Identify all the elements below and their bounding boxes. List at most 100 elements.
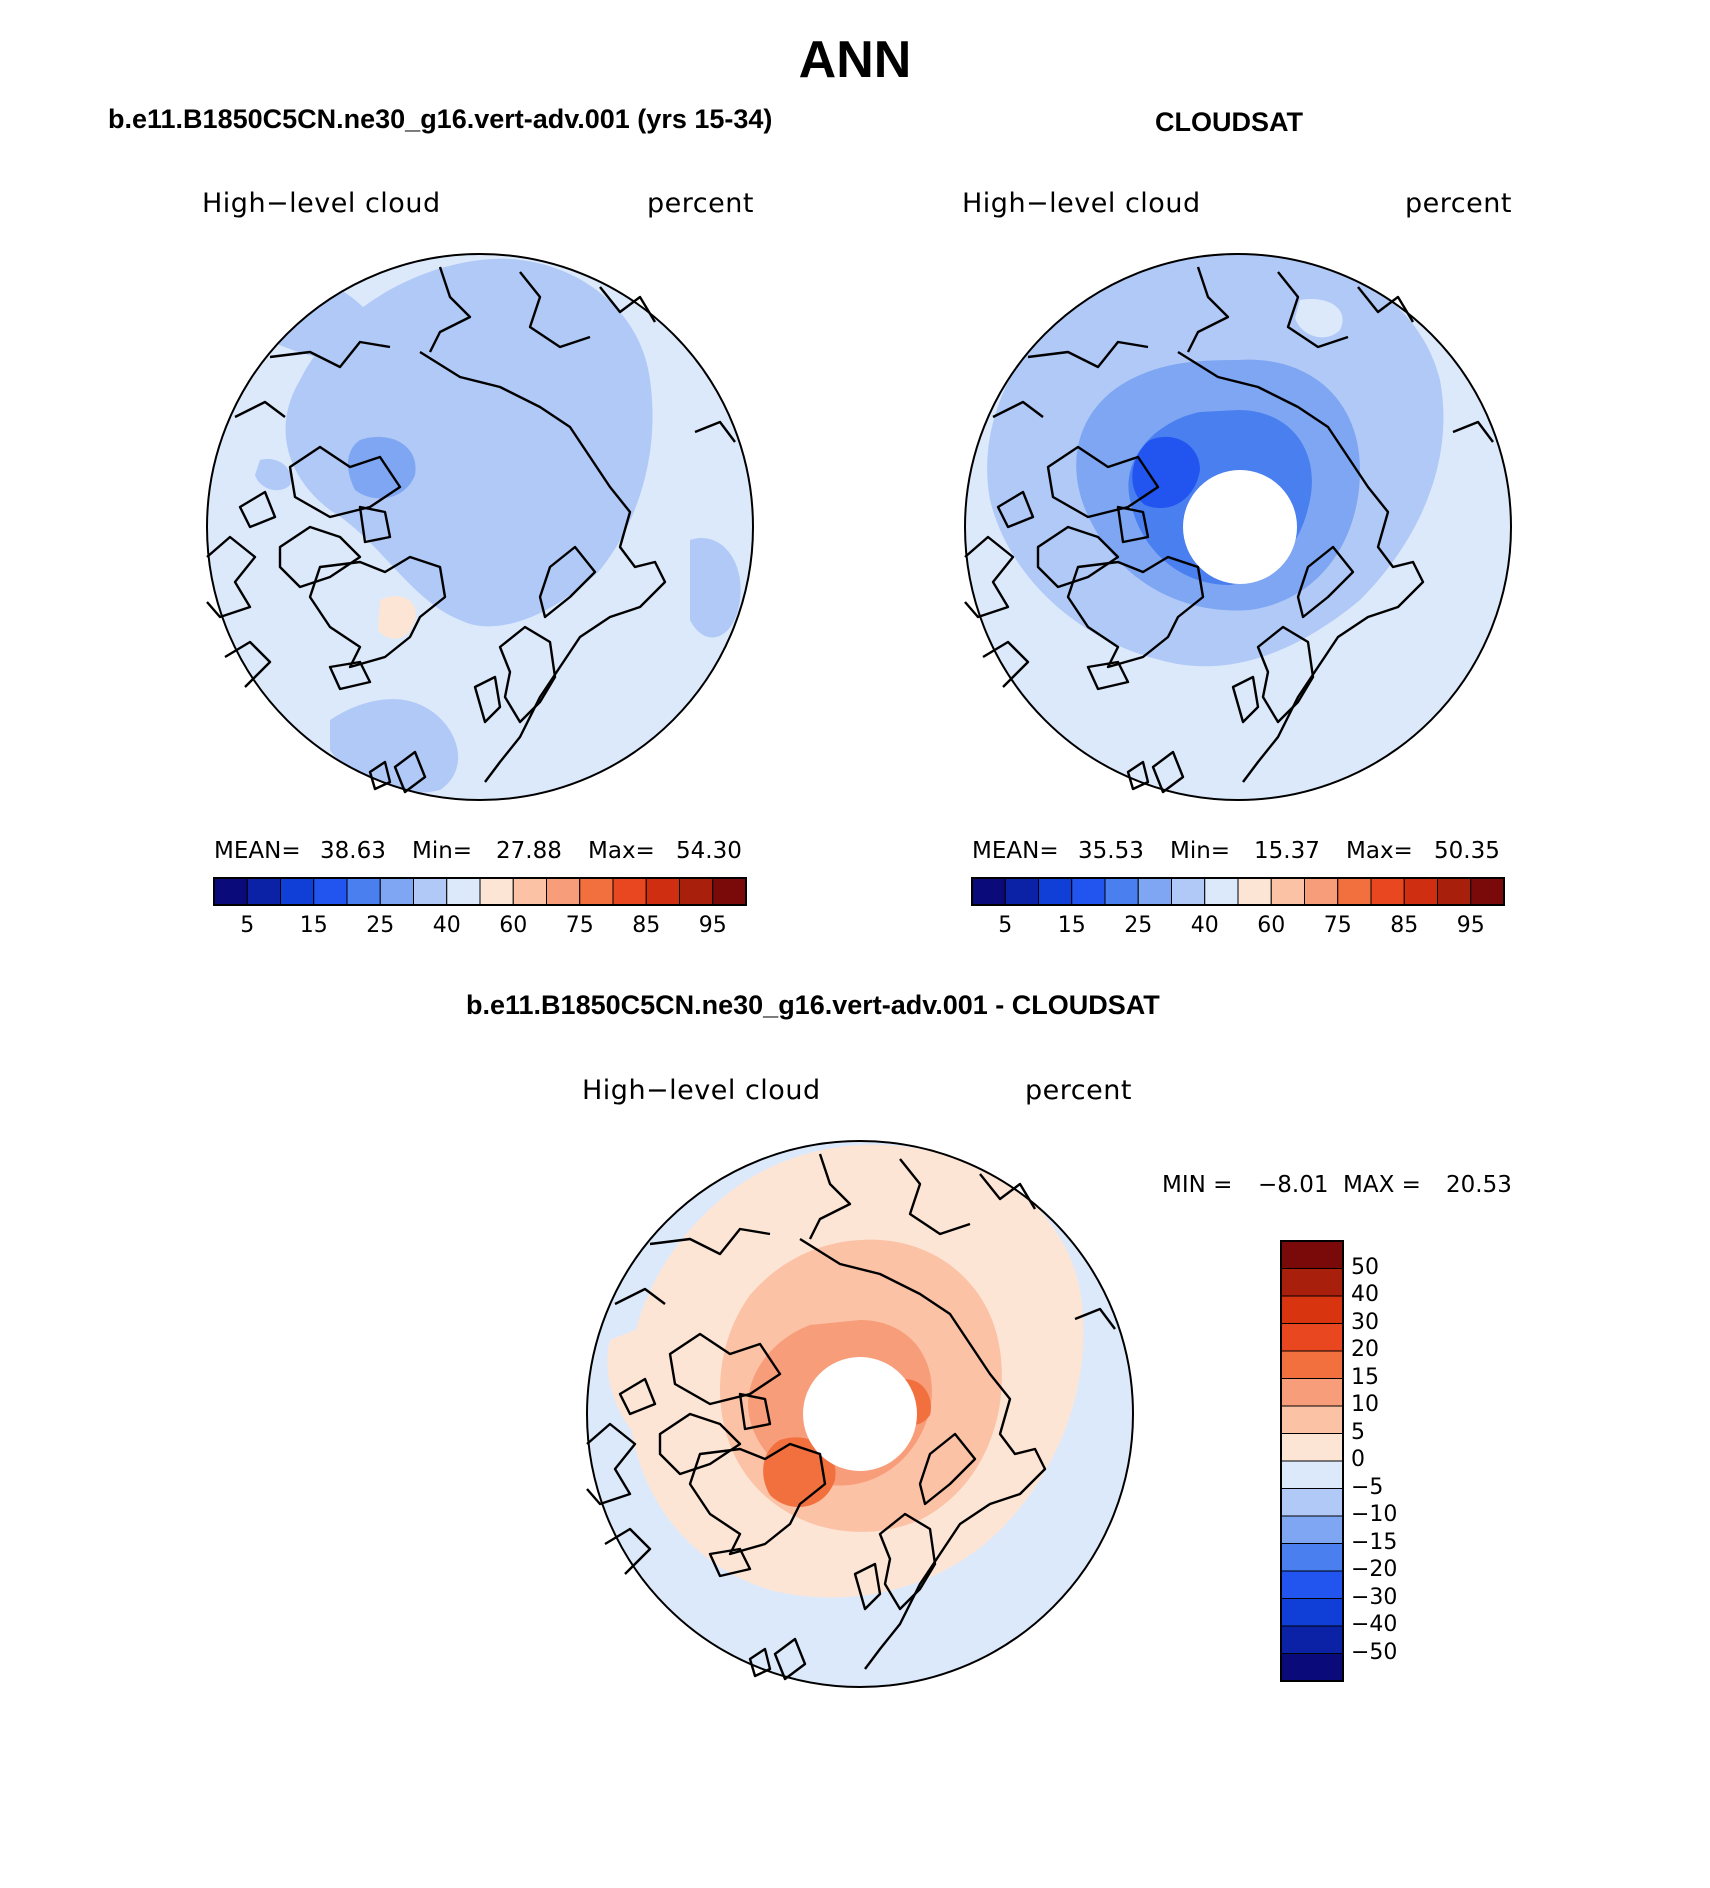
panel1-colorbar-swatch: [579, 877, 614, 906]
panel2-min-label: Min=: [1170, 838, 1231, 864]
panel2-colorbar-swatch: [971, 877, 1006, 906]
panel1-colorbar-swatch: [213, 877, 248, 906]
diff-colorbar-tick-label: −50: [1351, 1639, 1398, 1665]
diff-min-value: −8.01: [1258, 1172, 1329, 1198]
diff-colorbar-swatch: [1280, 1378, 1344, 1407]
panel2-units-label: percent: [1405, 188, 1512, 219]
panel1-map: [205, 253, 754, 801]
panel1-colorbar-swatch: [346, 877, 381, 906]
diff-min-label: MIN =: [1162, 1172, 1233, 1198]
panel1-colorbar-tick-label: 95: [698, 913, 727, 938]
diff-max-value: 20.53: [1446, 1172, 1512, 1198]
panel1-colorbar-swatch: [379, 877, 414, 906]
panel2-min-value: 15.37: [1254, 838, 1320, 864]
diff-colorbar-tick-label: 40: [1351, 1282, 1379, 1307]
panel2-colorbar-tick-label: 95: [1456, 913, 1485, 938]
panel1-colorbar-swatch: [479, 877, 514, 906]
panel2-mean-label: MEAN=: [972, 838, 1059, 864]
panel2-max-label: Max=: [1346, 838, 1413, 864]
panel2-colorbar: [971, 877, 1505, 906]
diff-colorbar-swatch: [1280, 1295, 1344, 1324]
panel1-colorbar-swatch: [712, 877, 747, 906]
panel2-colorbar-swatch: [1137, 877, 1172, 906]
diff-colorbar-tick-label: 20: [1351, 1337, 1379, 1362]
panel2-colorbar-tick-label: 60: [1257, 913, 1286, 938]
panel2-max-value: 50.35: [1434, 838, 1500, 864]
diff-colorbar-tick-label: 5: [1351, 1419, 1365, 1445]
panel2-case-title: CLOUDSAT: [1155, 107, 1303, 137]
diff-colorbar-swatch: [1280, 1323, 1344, 1352]
panel1-colorbar-swatch: [679, 877, 714, 906]
diff-colorbar-swatch: [1280, 1350, 1344, 1379]
panel1-case-title: b.e11.B1850C5CN.ne30_g16.vert-adv.001 (y…: [108, 104, 773, 134]
panel1-colorbar-tick-label: 85: [632, 913, 661, 938]
panel2-colorbar-swatch: [1171, 877, 1206, 906]
panel2-colorbar-swatch: [1237, 877, 1272, 906]
panel1-colorbar-swatch: [446, 877, 481, 906]
panel1-colorbar-swatch: [246, 877, 281, 906]
panel2-colorbar-swatch: [1071, 877, 1106, 906]
diff-colorbar-tick-label: −10: [1351, 1502, 1398, 1527]
diff-colorbar-tick-label: −30: [1351, 1584, 1398, 1610]
panel1-colorbar-swatch: [280, 877, 315, 906]
diff-colorbar-tick-label: 10: [1351, 1392, 1379, 1417]
diff-colorbar-swatch: [1280, 1570, 1344, 1599]
diff-colorbar-tick-label: 30: [1351, 1309, 1379, 1335]
panel1-colorbar-swatch: [645, 877, 680, 906]
panel1-colorbar: [213, 877, 747, 906]
diff-map: [585, 1140, 1134, 1688]
panel2-colorbar-swatch: [1038, 877, 1073, 906]
diff-colorbar-tick-label: 0: [1351, 1447, 1365, 1472]
panel2-colorbar-swatch: [1370, 877, 1405, 906]
diff-colorbar-swatch: [1280, 1433, 1344, 1462]
panel2-colorbar-tick-label: 15: [1057, 913, 1086, 938]
panel1-mean-label: MEAN=: [214, 838, 301, 864]
panel2-colorbar-tick-label: 85: [1390, 913, 1419, 938]
diff-colorbar-tick-label: −20: [1351, 1557, 1398, 1582]
panel2-colorbar-swatch: [1270, 877, 1305, 906]
panel1-max-value: 54.30: [676, 838, 742, 864]
panel1-colorbar-swatch: [546, 877, 581, 906]
diff-colorbar-swatch: [1280, 1460, 1344, 1489]
panel2-colorbar-tick-label: 25: [1124, 913, 1153, 938]
diff-colorbar-swatch: [1280, 1240, 1344, 1269]
panel1-colorbar-tick-label: 25: [366, 913, 395, 938]
diff-max-label: MAX =: [1343, 1172, 1421, 1198]
panel2-colorbar-swatch: [1437, 877, 1472, 906]
page-title: ANN: [798, 31, 912, 89]
panel2-map: [963, 253, 1512, 801]
panel2-variable-label: High−level cloud: [962, 188, 1201, 219]
diff-colorbar-swatch: [1280, 1625, 1344, 1654]
panel2-colorbar-tick-label: 75: [1323, 913, 1352, 938]
panel1-colorbar-outline: [213, 877, 747, 906]
diff-colorbar-swatch: [1280, 1653, 1344, 1682]
panel2-mean-value: 35.53: [1078, 838, 1144, 864]
panel2-colorbar-tick-label: 40: [1190, 913, 1219, 938]
panel1-colorbar-tick-label: 75: [565, 913, 594, 938]
panel1-colorbar-tick-label: 40: [432, 913, 461, 938]
panel1-colorbar-swatch: [313, 877, 348, 906]
diff-colorbar-swatch: [1280, 1543, 1344, 1572]
panel2-colorbar-swatch: [1337, 877, 1372, 906]
diff-units-label: percent: [1025, 1075, 1132, 1106]
panel1-colorbar-tick-label: 15: [299, 913, 328, 938]
diff-colorbar-outline: [1280, 1240, 1344, 1682]
diff-colorbar-tick-label: 50: [1351, 1254, 1379, 1280]
panel2-colorbar-outline: [971, 877, 1505, 906]
diff-colorbar-tick-label: −15: [1351, 1529, 1398, 1555]
panel1-variable-label: High−level cloud: [202, 188, 441, 219]
panel2-colorbar-swatch: [1204, 877, 1239, 906]
panel2-colorbar-swatch: [1304, 877, 1339, 906]
panel1-max-label: Max=: [588, 838, 655, 864]
panel1-colorbar-swatch: [413, 877, 448, 906]
diff-colorbar-swatch: [1280, 1515, 1344, 1544]
panel1-colorbar-tick-label: 5: [240, 913, 255, 938]
panel2-colorbar-swatch: [1104, 877, 1139, 906]
panel1-min-label: Min=: [412, 838, 473, 864]
panel1-min-value: 27.88: [496, 838, 562, 864]
diff-colorbar-tick-label: −40: [1351, 1612, 1398, 1637]
panel2-colorbar-swatch: [1470, 877, 1505, 906]
diff-colorbar-tick-label: 15: [1351, 1364, 1379, 1390]
diff-colorbar-tick-label: −5: [1351, 1474, 1384, 1500]
